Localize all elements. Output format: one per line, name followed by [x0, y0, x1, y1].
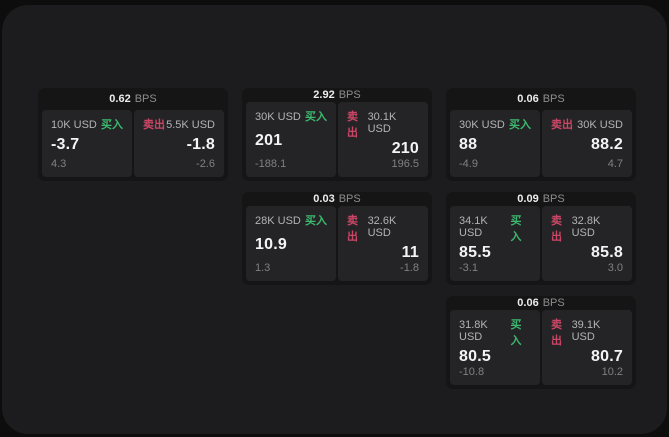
buy-side-label: 买入 [101, 119, 123, 131]
sell-delta: 196.5 [391, 158, 419, 170]
bps-value: 2.92 [313, 89, 335, 101]
sell-side-label: 卖出 [143, 119, 165, 131]
buy-side-label: 买入 [510, 215, 522, 243]
buy-price: -3.7 [51, 136, 80, 153]
bps-unit-label: BPS [542, 297, 565, 309]
quote-body: 28K USD 买入 10.9 1.3 卖出 32.6K USD 11 -1.8 [246, 206, 428, 281]
quote-card-grid: 0.62 BPS 10K USD 买入 -3.7 4.3 卖出 5.5K USD [38, 88, 636, 389]
buy-price: 80.5 [459, 348, 491, 365]
sell-panel[interactable]: 卖出 30K USD 88.2 4.7 [542, 110, 632, 177]
quote-body: 34.1K USD 买入 85.5 -3.1 卖出 32.8K USD 85.8… [450, 206, 632, 281]
sell-side-label: 卖出 [551, 215, 562, 243]
sell-panel[interactable]: 卖出 5.5K USD -1.8 -2.6 [134, 110, 224, 177]
sell-delta: 10.2 [601, 366, 623, 378]
quote-card: 0.06 BPS 30K USD 买入 88 -4.9 卖出 30K USD [446, 88, 636, 181]
buy-price: 88 [459, 136, 478, 153]
buy-side-label: 买入 [305, 215, 327, 227]
sell-price: 210 [391, 140, 419, 157]
buy-amount: 30K USD [255, 111, 301, 123]
bps-value: 0.06 [517, 93, 539, 105]
buy-panel[interactable]: 30K USD 买入 201 -188.1 [246, 102, 336, 177]
buy-delta: 4.3 [51, 158, 67, 170]
sell-side-label: 卖出 [347, 215, 358, 243]
buy-side-label: 买入 [510, 319, 522, 347]
sell-panel[interactable]: 卖出 30.1K USD 210 196.5 [338, 102, 428, 177]
sell-price: 88.2 [591, 136, 623, 153]
sell-price: -1.8 [186, 136, 215, 153]
quote-card: 0.62 BPS 10K USD 买入 -3.7 4.3 卖出 5.5K USD [38, 88, 228, 181]
sell-side-label: 卖出 [551, 119, 573, 131]
sell-amount: 32.6K USD [367, 215, 397, 239]
sell-delta: 3.0 [607, 262, 623, 274]
bps-header: 0.09 BPS [450, 192, 632, 206]
bps-value: 0.06 [517, 297, 539, 309]
sell-side-label: 卖出 [347, 111, 358, 139]
buy-panel[interactable]: 30K USD 买入 88 -4.9 [450, 110, 540, 177]
sell-amount: 30K USD [577, 119, 623, 131]
sell-panel[interactable]: 卖出 32.6K USD 11 -1.8 [338, 206, 428, 281]
buy-delta: 1.3 [255, 262, 271, 274]
buy-amount: 31.8K USD [459, 319, 488, 343]
bps-header: 0.06 BPS [450, 296, 632, 310]
sell-amount: 32.8K USD [571, 215, 601, 239]
bps-unit-label: BPS [134, 93, 157, 105]
sell-delta: -2.6 [196, 158, 215, 170]
buy-side-label: 买入 [509, 119, 531, 131]
sell-side-label: 卖出 [551, 319, 562, 347]
bps-value: 0.03 [313, 193, 335, 205]
sell-price: 11 [401, 244, 419, 261]
quote-body: 10K USD 买入 -3.7 4.3 卖出 5.5K USD -1.8 -2.… [42, 110, 224, 177]
buy-amount: 30K USD [459, 119, 505, 131]
bps-unit-label: BPS [338, 89, 361, 101]
bps-value: 0.62 [109, 93, 131, 105]
sell-panel[interactable]: 卖出 39.1K USD 80.7 10.2 [542, 310, 632, 385]
quote-card: 2.92 BPS 30K USD 买入 201 -188.1 卖出 30.1K … [242, 88, 432, 181]
buy-delta: -3.1 [459, 262, 478, 274]
buy-panel[interactable]: 31.8K USD 买入 80.5 -10.8 [450, 310, 540, 385]
sell-delta: -1.8 [400, 262, 419, 274]
bps-unit-label: BPS [542, 93, 565, 105]
sell-amount: 5.5K USD [166, 119, 215, 131]
quote-card: 0.09 BPS 34.1K USD 买入 85.5 -3.1 卖出 32.8K… [446, 192, 636, 285]
app-window: 0.62 BPS 10K USD 买入 -3.7 4.3 卖出 5.5K USD [2, 5, 667, 434]
buy-amount: 34.1K USD [459, 215, 488, 239]
buy-panel[interactable]: 34.1K USD 买入 85.5 -3.1 [450, 206, 540, 281]
buy-amount: 10K USD [51, 119, 97, 131]
bps-unit-label: BPS [542, 193, 565, 205]
sell-delta: 4.7 [607, 158, 623, 170]
quote-body: 30K USD 买入 201 -188.1 卖出 30.1K USD 210 1… [246, 102, 428, 177]
bps-header: 0.06 BPS [450, 88, 632, 110]
bps-header: 0.03 BPS [246, 192, 428, 206]
quote-body: 31.8K USD 买入 80.5 -10.8 卖出 39.1K USD 80.… [450, 310, 632, 385]
sell-price: 85.8 [591, 244, 623, 261]
buy-price: 10.9 [255, 236, 287, 253]
buy-price: 85.5 [459, 244, 491, 261]
buy-amount: 28K USD [255, 215, 301, 227]
buy-price: 201 [255, 132, 283, 149]
buy-delta: -188.1 [255, 158, 287, 170]
quote-body: 30K USD 买入 88 -4.9 卖出 30K USD 88.2 4.7 [450, 110, 632, 177]
bps-header: 2.92 BPS [246, 88, 428, 102]
bps-header: 0.62 BPS [42, 88, 224, 110]
buy-side-label: 买入 [305, 111, 327, 123]
sell-price: 80.7 [591, 348, 623, 365]
buy-delta: -4.9 [459, 158, 478, 170]
bps-value: 0.09 [517, 193, 539, 205]
buy-delta: -10.8 [459, 366, 485, 378]
quote-card: 0.06 BPS 31.8K USD 买入 80.5 -10.8 卖出 39.1… [446, 296, 636, 389]
sell-amount: 39.1K USD [571, 319, 601, 343]
sell-amount: 30.1K USD [367, 111, 397, 135]
sell-panel[interactable]: 卖出 32.8K USD 85.8 3.0 [542, 206, 632, 281]
buy-panel[interactable]: 28K USD 买入 10.9 1.3 [246, 206, 336, 281]
quote-card: 0.03 BPS 28K USD 买入 10.9 1.3 卖出 32.6K US… [242, 192, 432, 285]
bps-unit-label: BPS [338, 193, 361, 205]
buy-panel[interactable]: 10K USD 买入 -3.7 4.3 [42, 110, 132, 177]
